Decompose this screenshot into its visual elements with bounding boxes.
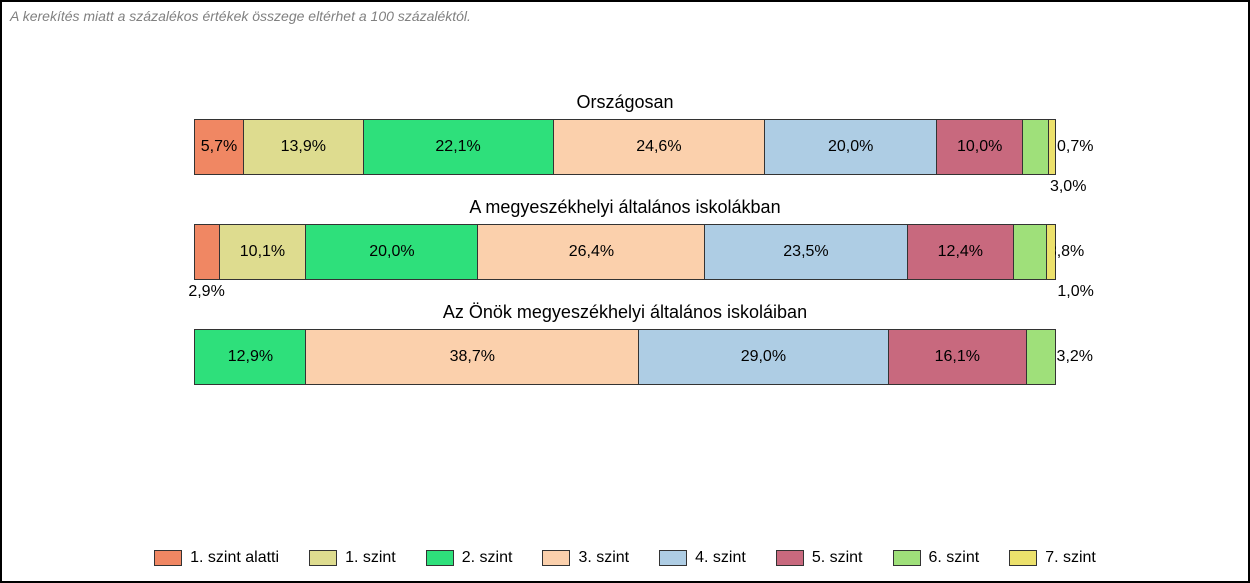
bar-segment: 23,5% [705, 225, 907, 279]
legend-item: 1. szint [309, 549, 396, 567]
bar-segment: 2,9% [195, 225, 220, 279]
bar-segment: 0,7% [1049, 120, 1055, 174]
bar-segment: 5,7% [195, 120, 244, 174]
legend-item: 6. szint [893, 549, 980, 567]
bar-segment: 29,0% [639, 330, 888, 384]
segment-label: 22,1% [435, 138, 480, 156]
legend-label: 7. szint [1045, 549, 1096, 567]
segment-label: 23,5% [783, 243, 828, 261]
legend-label: 5. szint [812, 549, 863, 567]
segment-label: 10,0% [957, 138, 1002, 156]
legend-item: 2. szint [426, 549, 513, 567]
legend-swatch [309, 550, 337, 566]
legend-swatch [154, 550, 182, 566]
bars-area: Országosan 5,7% 13,9% 22,1% 24,6% 20,0% 10,0% 3… [2, 92, 1248, 385]
bar-segment: 20,0% [765, 120, 937, 174]
segment-label: 29,0% [741, 348, 786, 366]
segment-label: 26,4% [569, 243, 614, 261]
segment-label: 12,9% [228, 348, 273, 366]
legend-label: 2. szint [462, 549, 513, 567]
legend-swatch [542, 550, 570, 566]
bar-title: A megyeszékhelyi általános iskolákban [469, 197, 780, 218]
segment-label: 3,2% [1057, 348, 1093, 366]
bar-title: Országosan [576, 92, 673, 113]
legend-item: 1. szint alatti [154, 549, 279, 567]
bar-segment: 3,2% [1027, 330, 1055, 384]
segment-label: 2,9% [188, 283, 224, 301]
legend-label: 6. szint [929, 549, 980, 567]
legend-swatch [776, 550, 804, 566]
bar-segment: 12,9% [195, 330, 306, 384]
bar-title: Az Önök megyeszékhelyi általános iskolái… [443, 302, 807, 323]
bar-segment: 12,4% [908, 225, 1015, 279]
bar-group: Országosan 5,7% 13,9% 22,1% 24,6% 20,0% 10,0% 3… [194, 92, 1056, 175]
legend-swatch [1009, 550, 1037, 566]
legend-item: 4. szint [659, 549, 746, 567]
bar-segment: 26,4% [478, 225, 705, 279]
bar-segment: 38,7% [306, 330, 639, 384]
legend-label: 4. szint [695, 549, 746, 567]
legend-label: 3. szint [578, 549, 629, 567]
bar-segment: 16,1% [889, 330, 1027, 384]
bar-segment: 10,0% [937, 120, 1023, 174]
bar-group: Az Önök megyeszékhelyi általános iskolái… [194, 302, 1055, 385]
bar-segment: 1,0% [1047, 225, 1056, 279]
bar-row: 12,9% 38,7% 29,0% 16,1% 3,2% [194, 329, 1055, 385]
bar-segment: 22,1% [364, 120, 554, 174]
bar-segment: 24,6% [554, 120, 766, 174]
bar-group: A megyeszékhelyi általános iskolákban 2,9… [194, 197, 1057, 280]
legend-swatch [426, 550, 454, 566]
segment-label: 3,0% [1050, 178, 1086, 196]
bar-segment: 20,0% [306, 225, 478, 279]
segment-label: 20,0% [369, 243, 414, 261]
segment-label: 20,0% [828, 138, 873, 156]
segment-label: 1,0% [1057, 283, 1093, 301]
footnote-text: A kerekítés miatt a százalékos értékek ö… [10, 8, 471, 24]
legend-swatch [893, 550, 921, 566]
segment-label: 0,7% [1057, 138, 1093, 156]
bar-segment: 3,8% [1014, 225, 1047, 279]
legend-swatch [659, 550, 687, 566]
bar-segment: 3,0% [1023, 120, 1049, 174]
segment-label: 13,9% [281, 138, 326, 156]
bar-segment: 13,9% [244, 120, 364, 174]
segment-label: 10,1% [240, 243, 285, 261]
bar-row: 2,9% 10,1% 20,0% 26,4% 23,5% 12,4% 3,8%1,0% [194, 224, 1057, 280]
bar-row: 5,7% 13,9% 22,1% 24,6% 20,0% 10,0% 3,0%0,7% [194, 119, 1056, 175]
segment-label: 5,7% [201, 138, 237, 156]
segment-label: 38,7% [450, 348, 495, 366]
segment-label: 12,4% [938, 243, 983, 261]
legend: 1. szint alatti 1. szint 2. szint 3. szint 4… [2, 549, 1248, 567]
legend-item: 5. szint [776, 549, 863, 567]
chart-frame: A kerekítés miatt a százalékos értékek ö… [0, 0, 1250, 583]
bar-segment: 10,1% [220, 225, 307, 279]
segment-label: 24,6% [636, 138, 681, 156]
legend-label: 1. szint alatti [190, 549, 279, 567]
legend-label: 1. szint [345, 549, 396, 567]
legend-item: 7. szint [1009, 549, 1096, 567]
segment-label: 16,1% [935, 348, 980, 366]
legend-item: 3. szint [542, 549, 629, 567]
